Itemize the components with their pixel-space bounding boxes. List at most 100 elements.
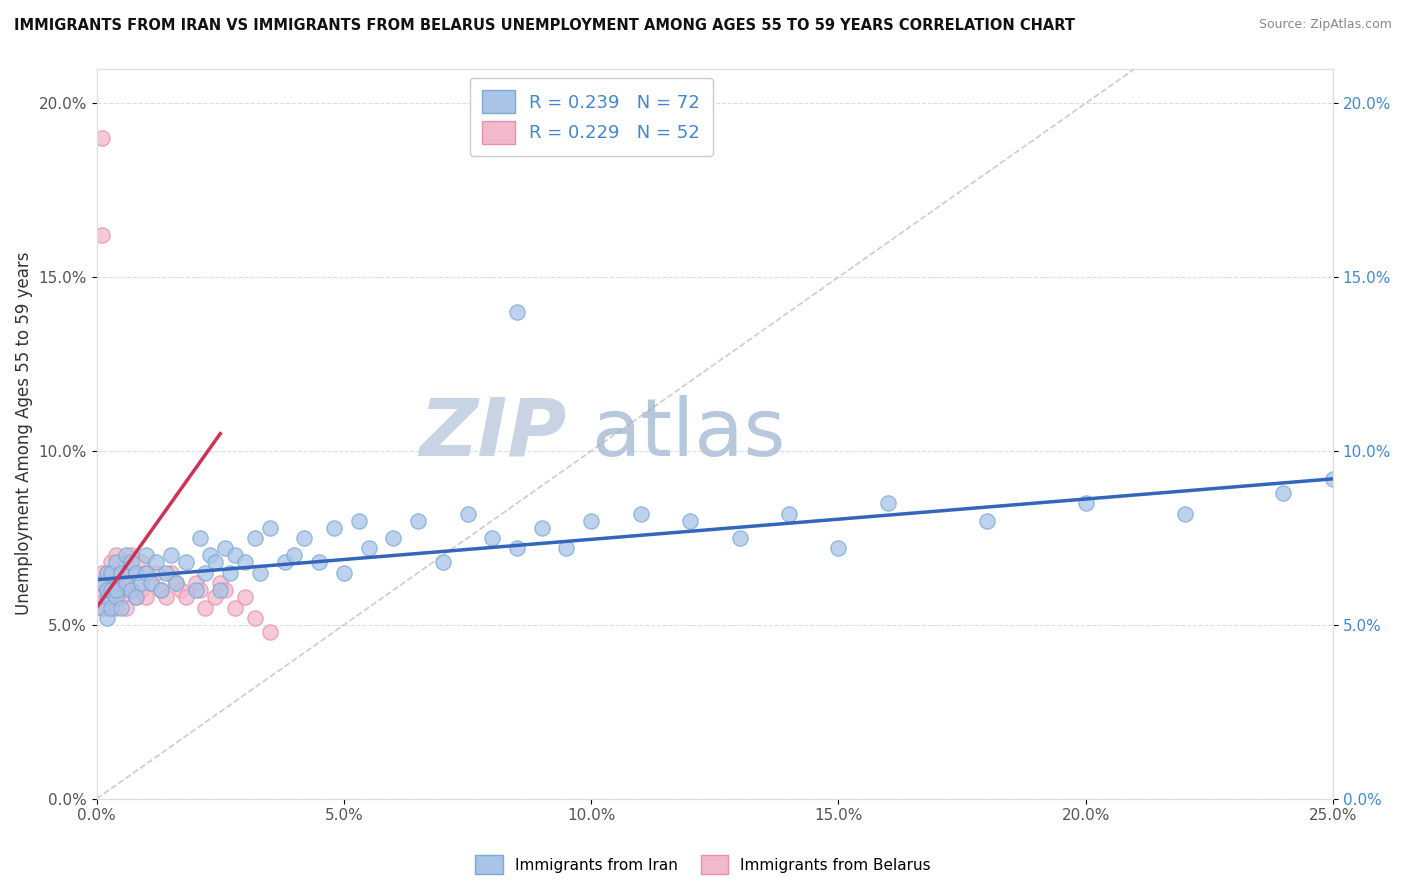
Point: [283, 549, 305, 563]
Point: [120, 583, 142, 598]
Point: [174, 555, 197, 569]
Point: [679, 514, 702, 528]
Point: [1322, 472, 1344, 486]
Point: [1272, 485, 1295, 500]
Point: [110, 590, 132, 604]
Point: [135, 566, 157, 580]
Point: [184, 576, 207, 591]
Point: [406, 514, 429, 528]
Point: [105, 583, 128, 598]
Point: [432, 555, 454, 569]
Legend: R = 0.239   N = 72, R = 0.229   N = 52: R = 0.239 N = 72, R = 0.229 N = 52: [470, 78, 713, 156]
Point: [100, 600, 122, 615]
Point: [630, 507, 652, 521]
Point: [125, 590, 148, 604]
Point: [90, 566, 112, 580]
Point: [249, 566, 271, 580]
Point: [165, 576, 187, 591]
Point: [876, 496, 898, 510]
Point: [159, 549, 181, 563]
Point: [506, 541, 529, 556]
Text: IMMIGRANTS FROM IRAN VS IMMIGRANTS FROM BELARUS UNEMPLOYMENT AMONG AGES 55 TO 59: IMMIGRANTS FROM IRAN VS IMMIGRANTS FROM …: [14, 18, 1076, 33]
Point: [115, 600, 138, 615]
Point: [333, 566, 356, 580]
Point: [209, 576, 232, 591]
Point: [243, 611, 266, 625]
Point: [115, 576, 138, 591]
Point: [190, 583, 212, 598]
Point: [96, 566, 118, 580]
Point: [90, 600, 112, 615]
Point: [190, 531, 212, 545]
Point: [165, 576, 187, 591]
Point: [728, 531, 751, 545]
Point: [323, 520, 346, 534]
Point: [96, 583, 118, 598]
Point: [555, 541, 578, 556]
Point: [259, 624, 281, 639]
Point: [259, 520, 281, 534]
Point: [155, 590, 177, 604]
Point: [1173, 507, 1195, 521]
Point: [90, 576, 112, 591]
Point: [110, 583, 132, 598]
Point: [110, 600, 132, 615]
Text: Source: ZipAtlas.com: Source: ZipAtlas.com: [1258, 18, 1392, 31]
Point: [357, 541, 380, 556]
Point: [125, 566, 148, 580]
Point: [115, 555, 138, 569]
Point: [129, 583, 152, 598]
Text: atlas: atlas: [591, 394, 786, 473]
Point: [139, 576, 162, 591]
Point: [209, 583, 232, 598]
Point: [100, 566, 122, 580]
Point: [105, 555, 128, 569]
Point: [149, 583, 172, 598]
Point: [105, 583, 128, 598]
Point: [155, 566, 177, 580]
Point: [96, 590, 118, 604]
Point: [90, 600, 112, 615]
Point: [105, 600, 128, 615]
Point: [100, 555, 122, 569]
Point: [194, 600, 217, 615]
Point: [100, 590, 122, 604]
Point: [170, 583, 193, 598]
Point: [120, 583, 142, 598]
Point: [125, 590, 148, 604]
Point: [457, 507, 479, 521]
Point: [292, 531, 315, 545]
Point: [105, 576, 128, 591]
Point: [506, 305, 529, 319]
Point: [204, 590, 226, 604]
Point: [110, 566, 132, 580]
Point: [120, 549, 142, 563]
Point: [184, 583, 207, 598]
Point: [224, 549, 246, 563]
Point: [96, 583, 118, 598]
Point: [200, 549, 222, 563]
Point: [90, 576, 112, 591]
Point: [135, 590, 157, 604]
Point: [1074, 496, 1097, 510]
Point: [481, 531, 503, 545]
Point: [579, 514, 602, 528]
Point: [308, 555, 330, 569]
Point: [243, 531, 266, 545]
Point: [778, 507, 800, 521]
Point: [96, 590, 118, 604]
Point: [139, 576, 162, 591]
Point: [149, 583, 172, 598]
Point: [90, 131, 112, 145]
Point: [174, 590, 197, 604]
Point: [204, 555, 226, 569]
Point: [135, 566, 157, 580]
Point: [145, 566, 167, 580]
Point: [90, 228, 112, 243]
Point: [100, 576, 122, 591]
Point: [96, 611, 118, 625]
Point: [233, 555, 256, 569]
Point: [105, 549, 128, 563]
Point: [224, 600, 246, 615]
Legend: Immigrants from Iran, Immigrants from Belarus: Immigrants from Iran, Immigrants from Be…: [470, 849, 936, 880]
